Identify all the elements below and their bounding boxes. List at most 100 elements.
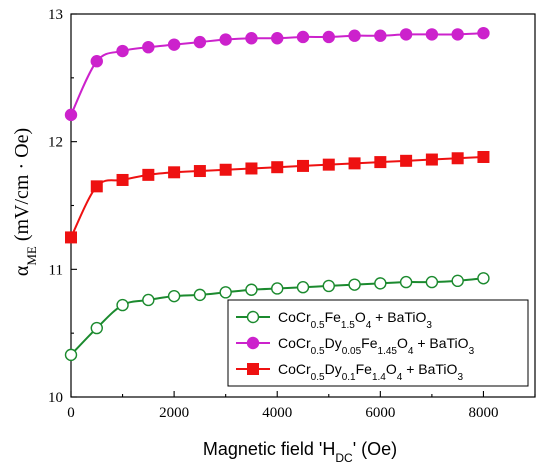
series-2-point <box>116 44 129 58</box>
series-3-point <box>271 161 284 174</box>
series-3-point <box>65 231 77 244</box>
series-3-point <box>193 165 206 178</box>
series-2-point <box>322 30 335 44</box>
series-2-point <box>64 108 78 122</box>
legend: CoCr0.5Fe1.5O4 + BaTiO3CoCr0.5Dy0.05Fe1.… <box>227 299 529 387</box>
series-3-point <box>245 162 258 175</box>
legend-label-subscript: 3 <box>469 346 475 357</box>
legend-label-subscript: 1.4 <box>372 372 386 383</box>
x-axis-label-tail: ' (Oe) <box>353 439 397 459</box>
x-axis-label-main: Magnetic field 'H <box>203 439 336 459</box>
series-1-point <box>374 277 387 290</box>
legend-label-subscript: 0.5 <box>311 346 325 357</box>
x-tick-label: 2000 <box>159 405 189 421</box>
legend-label-subscript: 0.5 <box>311 320 325 331</box>
series-3 <box>65 150 490 244</box>
legend-label-text: O <box>397 335 408 351</box>
legend-box <box>227 299 529 387</box>
legend-label-text: + BaTiO <box>413 335 468 351</box>
series-3-point <box>425 153 438 166</box>
series-2-point <box>142 40 155 54</box>
series-2-point <box>219 33 232 46</box>
legend-label-text: + BaTiO <box>371 309 426 325</box>
legend-label: CoCr0.5Dy0.1Fe1.4O4 + BaTiO3 <box>278 361 463 383</box>
series-1-point <box>90 321 103 335</box>
series-group <box>64 26 490 362</box>
series-1-point <box>219 286 232 299</box>
axis-ticks: 0 2000 4000 6000 8000 10 11 12 13 <box>48 7 536 421</box>
x-tick-label: 0 <box>67 405 75 421</box>
series-3-point <box>322 158 335 171</box>
legend-label-subscript: 4 <box>408 346 414 357</box>
legend-label-subscript: 0.05 <box>342 346 362 357</box>
legend-label-subscript: 1.45 <box>378 346 398 357</box>
legend-label-text: CoCr <box>278 309 311 325</box>
series-1-point <box>322 279 335 293</box>
series-1-point <box>167 289 181 303</box>
series-1-point <box>64 348 78 362</box>
legend-label-text: Dy <box>325 361 342 377</box>
series-2-point <box>348 29 361 42</box>
series-1-point <box>296 281 310 294</box>
y-axis-label-tail: (mV/cm · Oe) <box>11 128 33 246</box>
series-2-point <box>296 30 310 44</box>
series-1-point <box>477 272 490 285</box>
series-3-point <box>477 150 490 163</box>
x-axis-label-subscript: DC <box>335 451 353 465</box>
series-1-point <box>451 274 464 288</box>
series-1 <box>64 272 490 362</box>
series-3-point <box>297 159 309 172</box>
series-2-line <box>70 32 484 116</box>
y-tick-label: 13 <box>48 7 63 23</box>
legend-label-subscript: 4 <box>397 372 403 383</box>
series-1-point <box>348 278 361 291</box>
series-2-point <box>425 28 439 41</box>
series-3-point <box>451 152 464 165</box>
legend-label: CoCr0.5Fe1.5O4 + BaTiO3 <box>278 309 432 331</box>
x-tick-label: 8000 <box>468 405 498 421</box>
legend-label-text: Fe <box>356 361 373 377</box>
series-1-point <box>245 283 258 296</box>
series-3-point <box>142 168 155 181</box>
legend-label-subscript: 1.5 <box>341 320 355 331</box>
legend-marker <box>247 363 259 375</box>
series-3-point <box>374 156 387 169</box>
series-2-point <box>451 28 464 41</box>
y-tick-label: 12 <box>48 135 63 151</box>
series-3-point <box>168 166 181 179</box>
legend-label-text: Fe <box>361 335 378 351</box>
y-tick-label: 10 <box>48 390 63 406</box>
legend-label-text: CoCr <box>278 335 311 351</box>
legend-label-text: CoCr <box>278 361 311 377</box>
series-2 <box>64 26 490 122</box>
series-3-point <box>90 180 103 193</box>
series-1-point <box>193 288 207 302</box>
legend-label: CoCr0.5Dy0.05Fe1.45O4 + BaTiO3 <box>278 335 475 357</box>
legend-label-text: Fe <box>325 309 342 325</box>
series-3-point <box>400 154 413 167</box>
legend-marker <box>246 310 260 324</box>
series-2-point <box>399 28 413 41</box>
legend-marker <box>246 336 260 350</box>
series-1-point <box>116 298 129 312</box>
series-2-point <box>245 32 258 45</box>
series-2-point <box>374 29 387 42</box>
legend-label-subscript: 3 <box>426 320 432 331</box>
series-2-point <box>477 26 490 40</box>
series-3-point <box>348 157 361 170</box>
legend-label-subscript: 0.1 <box>342 372 356 383</box>
legend-label-text: O <box>355 309 366 325</box>
x-tick-label: 4000 <box>262 405 292 421</box>
legend-label-subscript: 0.5 <box>311 372 325 383</box>
series-2-point <box>167 38 181 51</box>
series-1-point <box>271 282 284 295</box>
legend-label-text: O <box>386 361 397 377</box>
series-1-point <box>399 275 413 289</box>
legend-label-text: + BaTiO <box>402 361 457 377</box>
series-3-point <box>219 163 232 176</box>
x-axis-label: Magnetic field 'HDC' (Oe) <box>203 439 397 465</box>
legend-label-text: Dy <box>325 335 342 351</box>
y-axis-label-alpha: α <box>11 265 33 276</box>
y-axis-label: αME (mV/cm · Oe) <box>11 128 39 276</box>
